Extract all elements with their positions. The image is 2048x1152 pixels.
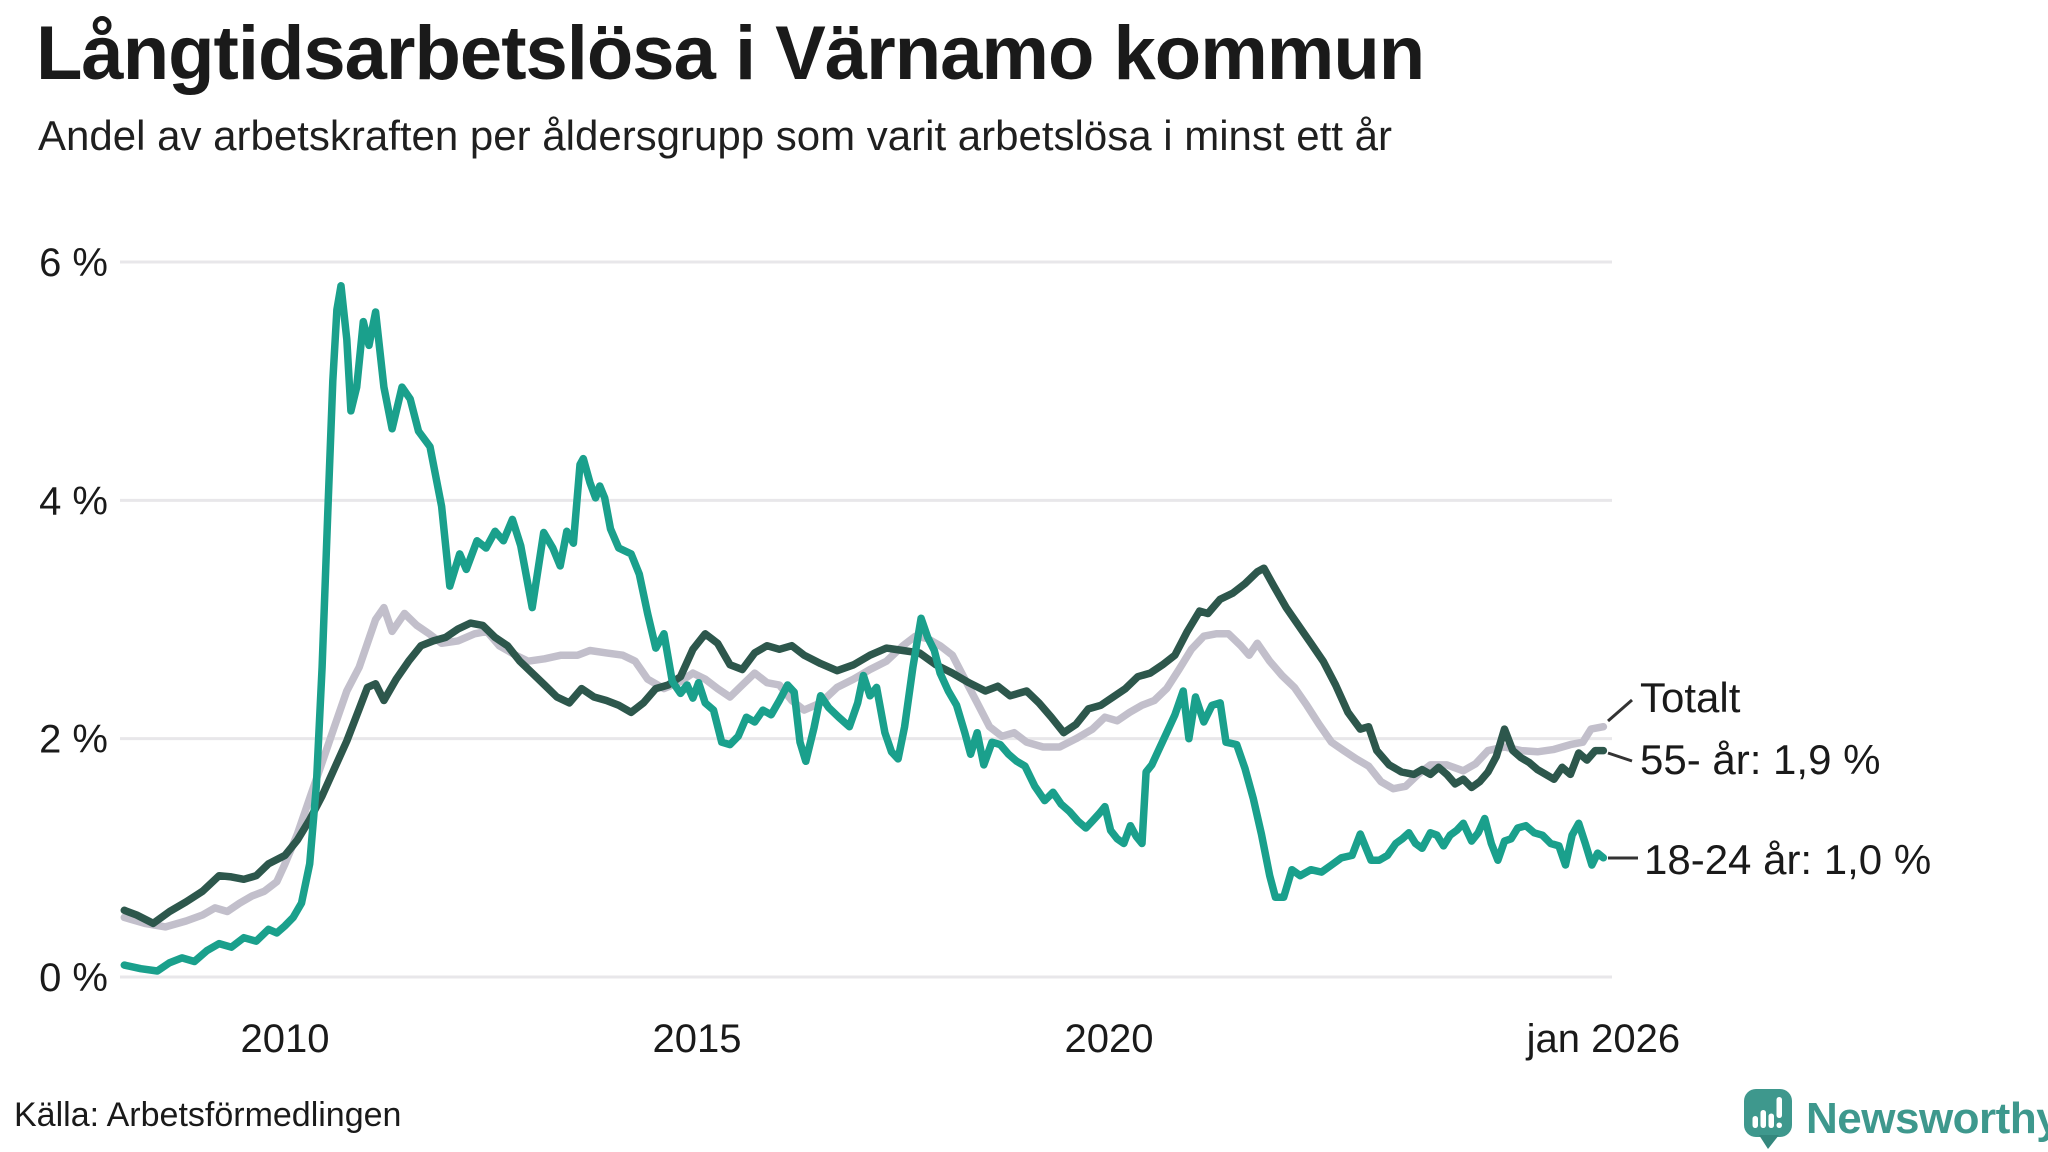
x-axis-tick-labels: 2010 2015 2020 jan 2026 [241, 1017, 1681, 1061]
connector-55 [1607, 751, 1633, 763]
legend-label-18-24: 18-24 år: 1,0 % [1644, 836, 1932, 883]
connector-totalt [1607, 698, 1633, 723]
legend-label-55: 55- år: 1,9 % [1640, 736, 1881, 783]
chart-subtitle: Andel av arbetskraften per åldersgrupp s… [38, 112, 1392, 159]
page-title: Långtidsarbetslösa i Värnamo kommun [36, 11, 1425, 96]
series-line-totalt [120, 603, 1608, 931]
legend-label-totalt: Totalt [1640, 674, 1741, 721]
series-line-18-24-r [120, 282, 1608, 975]
y-tick-label: 2 % [39, 718, 108, 762]
x-tick-label: 2010 [241, 1017, 330, 1061]
x-tick-label: 2015 [653, 1017, 742, 1061]
newsworthy-logo: Newsworthy [1744, 1088, 2048, 1150]
data-series-lines [120, 282, 1608, 975]
y-tick-label: 0 % [39, 956, 108, 1000]
y-axis-tick-labels: 0 % 2 % 4 % 6 % [39, 241, 108, 1000]
x-tick-label: jan 2026 [1526, 1017, 1680, 1061]
y-tick-label: 4 % [39, 479, 108, 523]
newsworthy-logo-icon [1744, 1089, 1792, 1149]
series-line-55-r [120, 564, 1608, 928]
x-tick-label: 2020 [1065, 1017, 1154, 1061]
gridlines [120, 260, 1612, 979]
legend-connector-lines [1607, 698, 1638, 860]
y-tick-label: 6 % [39, 241, 108, 285]
source-note: Källa: Arbetsförmedlingen [14, 1096, 402, 1134]
newsworthy-logo-text: Newsworthy [1806, 1094, 2048, 1143]
